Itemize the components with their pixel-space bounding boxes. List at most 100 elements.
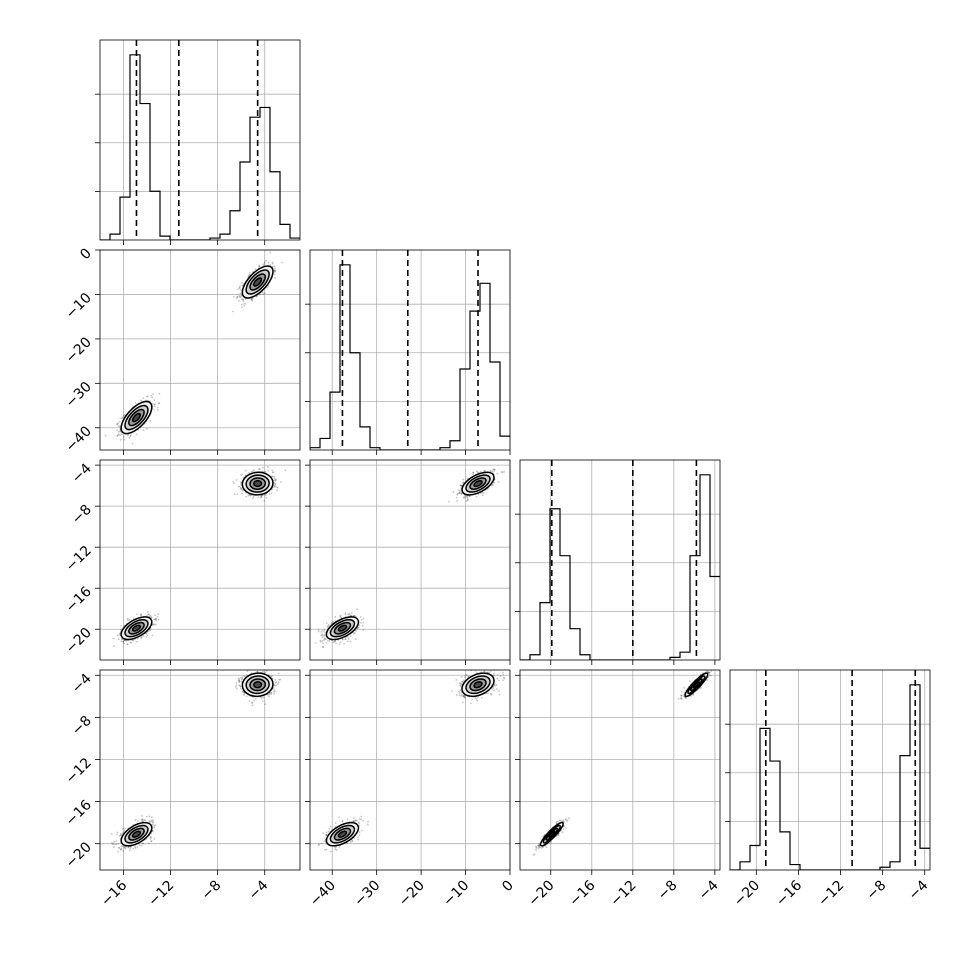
scatter-point xyxy=(458,491,461,494)
scatter-point xyxy=(327,623,330,626)
scatter-point xyxy=(462,478,465,481)
scatter-point xyxy=(140,818,143,821)
scatter-point xyxy=(149,420,152,422)
scatter-point xyxy=(154,614,156,617)
scatter-point xyxy=(154,403,157,406)
scatter-point xyxy=(494,468,496,471)
scatter-point xyxy=(118,835,121,837)
scatter-point xyxy=(492,468,495,471)
scatter-point xyxy=(240,474,242,477)
scatter-point xyxy=(273,270,276,273)
scatter-point xyxy=(481,494,484,497)
scatter-point xyxy=(361,624,364,627)
scatter-point xyxy=(276,486,279,489)
scatter-point xyxy=(240,488,243,491)
scatter-point xyxy=(153,405,156,408)
scatter-point xyxy=(360,621,362,624)
density-contour-3 xyxy=(253,480,263,488)
panel-frame xyxy=(519,459,721,661)
scatter-point xyxy=(352,632,355,635)
scatter-point xyxy=(154,618,157,621)
scatter-point xyxy=(273,273,276,276)
scatter-point xyxy=(113,846,115,849)
scatter-point xyxy=(273,267,276,270)
scatter-point xyxy=(274,478,277,481)
scatter-point xyxy=(343,642,345,645)
scatter-point xyxy=(452,491,455,493)
scatter-point xyxy=(146,395,149,398)
scatter-point xyxy=(320,634,323,637)
scatter-point xyxy=(150,616,153,619)
scatter-point xyxy=(122,640,124,643)
scatter-point xyxy=(129,641,132,644)
scatter-point xyxy=(132,639,135,642)
scatter-point xyxy=(332,620,335,623)
scatter-point xyxy=(121,845,124,847)
scatter-point xyxy=(462,496,465,499)
scatter-point xyxy=(264,470,267,473)
scatter-point xyxy=(147,842,150,845)
scatter-point xyxy=(239,296,242,299)
scatter-point xyxy=(241,298,244,301)
scatter-point xyxy=(242,298,245,301)
scatter-point xyxy=(151,396,153,399)
panel-frame xyxy=(309,459,511,661)
scatter-point xyxy=(326,625,329,628)
scatter-point xyxy=(122,414,125,417)
scatter-point xyxy=(350,614,353,617)
scatter-point xyxy=(333,640,336,643)
scatter-point xyxy=(255,295,258,298)
scatter-point xyxy=(141,815,143,817)
scatter-point xyxy=(354,638,357,641)
scatter-point xyxy=(232,295,235,298)
scatter-point xyxy=(127,846,130,849)
scatter-point xyxy=(119,433,122,436)
scatter-point xyxy=(156,409,159,411)
scatter-point xyxy=(325,638,327,641)
scatter-point xyxy=(132,847,135,850)
scatter-point xyxy=(148,815,151,818)
scatter-point xyxy=(323,637,326,640)
scatter-point xyxy=(144,819,147,822)
scatter-point xyxy=(145,815,148,818)
histogram-panel-1 xyxy=(305,249,511,455)
scatter-point xyxy=(335,642,337,645)
scatter-point xyxy=(258,264,261,267)
scatter-point xyxy=(497,481,500,483)
scatter-point xyxy=(347,613,350,616)
scatter-point xyxy=(463,495,466,498)
scatter-point xyxy=(150,394,153,397)
scatter-point xyxy=(327,639,329,642)
panel-frame xyxy=(99,249,301,451)
scatter-point xyxy=(272,471,275,474)
scatter-point xyxy=(321,633,324,636)
scatter-point xyxy=(119,430,122,433)
scatter-point xyxy=(242,300,245,302)
scatter-point xyxy=(138,844,141,847)
scatter-point xyxy=(266,286,269,289)
scatter-point xyxy=(239,284,242,287)
scatter-point xyxy=(112,637,115,640)
scatter-point xyxy=(233,493,236,495)
scatter-point xyxy=(323,635,326,637)
scatter-point xyxy=(153,623,156,626)
scatter-point xyxy=(489,469,492,472)
scatter-point xyxy=(238,485,241,488)
scatter-point xyxy=(263,499,266,502)
scatter-point xyxy=(261,291,264,294)
scatter-point xyxy=(493,481,496,484)
scatter-point xyxy=(119,438,122,441)
scatter-point xyxy=(116,429,119,432)
scatter-point xyxy=(322,646,325,649)
scatter-point xyxy=(272,475,274,478)
scatter-point xyxy=(321,629,324,632)
scatter-point xyxy=(149,837,152,840)
scatter-point xyxy=(250,471,253,473)
scatter-point xyxy=(118,847,121,849)
scatter-point xyxy=(121,416,124,418)
scatter-point xyxy=(356,608,358,611)
scatter-point xyxy=(332,641,335,644)
scatter-point xyxy=(115,843,118,846)
scatter-point xyxy=(145,632,147,635)
scatter-point xyxy=(328,639,331,642)
